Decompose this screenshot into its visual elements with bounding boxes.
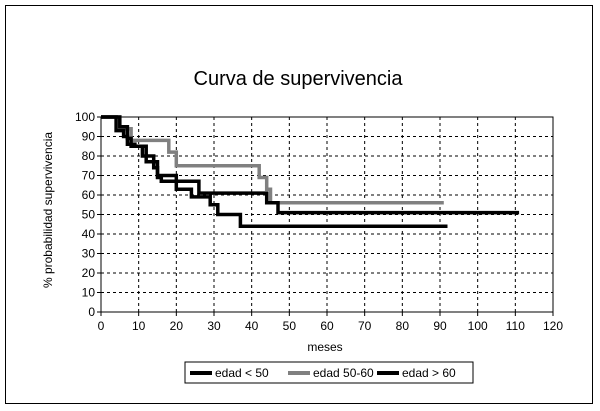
series-line-1 — [101, 115, 444, 205]
x-tick-label: 110 — [506, 319, 525, 333]
x-tick-label: 30 — [207, 319, 221, 333]
y-tick-label: 30 — [82, 247, 96, 261]
x-tick-label: 0 — [98, 319, 105, 333]
x-tick-label: 120 — [543, 319, 563, 333]
legend-label-2: edad > 60 — [402, 366, 456, 380]
x-tick-label: 50 — [283, 319, 297, 333]
legend-box — [184, 361, 474, 384]
y-tick-label: 50 — [82, 208, 96, 222]
legend: edad < 50 edad 50-60 edad > 60 — [184, 361, 474, 384]
y-tick-label: 100 — [75, 110, 95, 124]
x-tick-label: 40 — [245, 319, 259, 333]
chart-title: Curva de supervivencia — [194, 68, 404, 90]
legend-label-0: edad < 50 — [215, 366, 269, 380]
series-line-2 — [101, 115, 448, 228]
y-tick-label: 80 — [82, 149, 96, 163]
x-tick-label: 90 — [433, 319, 447, 333]
x-tick-label: 60 — [320, 319, 334, 333]
x-axis-label: meses — [307, 340, 342, 354]
y-tick-label: 10 — [82, 286, 96, 300]
chart-frame — [5, 5, 593, 404]
y-axis-ticks: 0 10 20 30 40 50 60 70 80 90 100 — [75, 110, 101, 319]
y-tick-label: 40 — [82, 227, 96, 241]
y-tick-label: 20 — [82, 266, 96, 280]
legend-label-1: edad 50-60 — [313, 366, 374, 380]
y-axis-label: % probabilidad supervivencia — [41, 132, 55, 288]
grid — [101, 117, 553, 312]
x-axis-ticks: 0 10 20 30 40 50 60 70 80 90 100 110 120 — [98, 312, 563, 333]
y-tick-label: 60 — [82, 188, 96, 202]
x-tick-label: 100 — [468, 319, 488, 333]
y-tick-label: 70 — [82, 169, 96, 183]
y-tick-label: 0 — [88, 305, 95, 319]
series-lines — [101, 115, 520, 228]
series-line-0 — [101, 115, 520, 215]
x-tick-label: 70 — [358, 319, 372, 333]
x-tick-label: 80 — [396, 319, 410, 333]
x-tick-label: 20 — [170, 319, 184, 333]
x-tick-label: 10 — [132, 319, 146, 333]
y-tick-label: 90 — [82, 130, 96, 144]
